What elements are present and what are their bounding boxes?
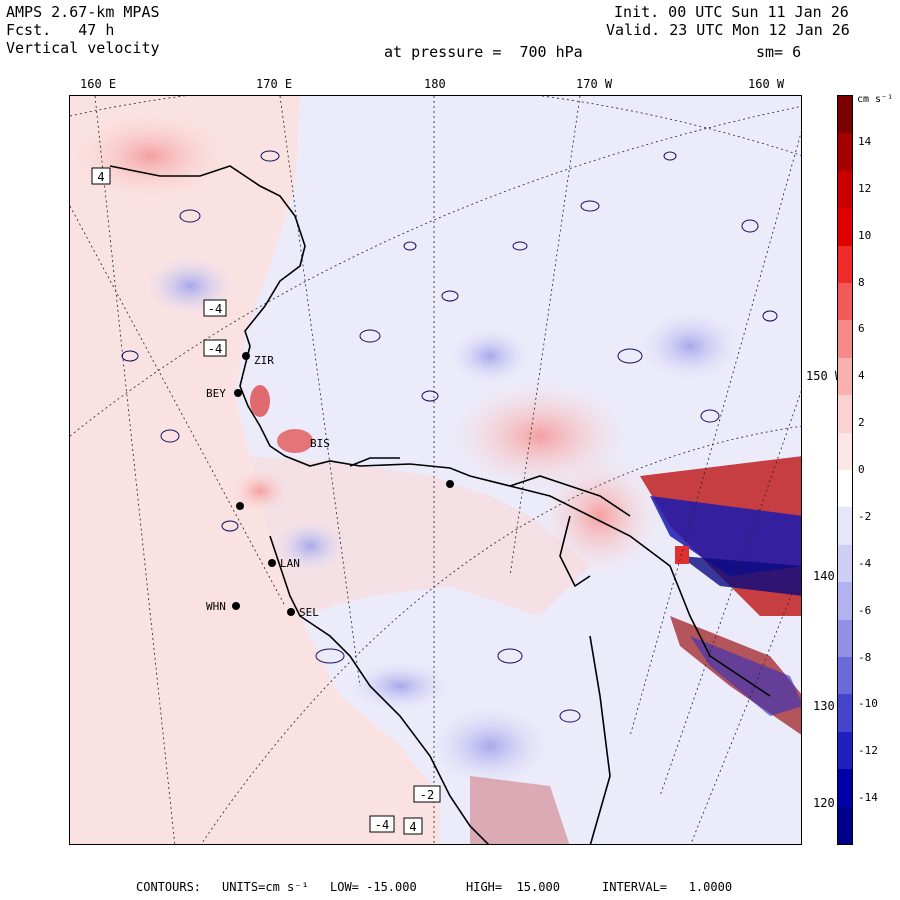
footer-high: HIGH= 15.000 [466, 880, 560, 894]
station-label-whn: WHN [206, 600, 226, 613]
colorbar-segment [838, 357, 852, 396]
colorbar-segment [838, 133, 852, 172]
colorbar-tick-label: 12 [858, 181, 872, 195]
colorbar-segment [838, 245, 852, 284]
colorbar-tick-label: -14 [858, 791, 878, 805]
graticule [70, 96, 801, 844]
colorbar-tick-label: -2 [858, 509, 872, 523]
footer-low: LOW= -15.000 [330, 880, 417, 894]
colorbar-segment [838, 170, 852, 209]
colorbar-segment [838, 544, 852, 583]
pressure-level: at pressure = 700 hPa [384, 43, 583, 61]
footer-interval: INTERVAL= 1.0000 [602, 880, 733, 894]
model-title: AMPS 2.67-km MPAS [6, 3, 160, 21]
station-marker [242, 352, 250, 360]
colorbar-tick-label: 6 [858, 322, 865, 336]
colorbar-tick-label: 10 [858, 228, 872, 242]
lon-label: 180 [424, 77, 446, 91]
init-time: Init. 00 UTC Sun 11 Jan 26 [614, 3, 849, 21]
coastline [109, 165, 771, 844]
box-labels: 4 -4 -4 -2 -4 4 [91, 167, 441, 835]
station-label-sel: SEL [299, 606, 319, 619]
box-label: 4 [409, 820, 416, 834]
colorbar-segment [838, 208, 852, 247]
box-label: -4 [208, 342, 222, 356]
colorbar-segment [838, 320, 852, 359]
field-name: Vertical velocity [6, 39, 160, 57]
box-label: -2 [420, 788, 434, 802]
station-marker [236, 502, 244, 510]
forecast-hour: Fcst. 47 h [6, 21, 115, 39]
station-marker [234, 389, 242, 397]
colorbar-tick-label: -10 [858, 697, 878, 711]
colorbar [837, 95, 853, 845]
colorbar-segment [838, 731, 852, 770]
footer-units: UNITS=cm s⁻¹ [222, 880, 309, 894]
station-label-zir: ZIR [254, 354, 274, 367]
colorbar-segment [838, 657, 852, 695]
colorbar-segment [838, 96, 852, 134]
station-label-bis: BIS [310, 437, 330, 450]
station-marker [287, 608, 295, 616]
lon-label: 170 E [256, 77, 293, 91]
colorbar-segment [838, 619, 852, 658]
box-label: 4 [97, 170, 104, 184]
colorbar-units: cm s⁻¹ [857, 94, 894, 105]
colorbar-tick-label: 8 [858, 275, 865, 289]
colorbar-segment [838, 432, 852, 471]
station-label-lan: LAN [280, 557, 300, 570]
station-label-bey: BEY [206, 387, 226, 400]
map-canvas: 4 -4 -4 -2 -4 4 [70, 96, 801, 844]
smoothing: sm= 6 [756, 43, 802, 61]
colorbar-tick-label: -4 [858, 556, 872, 570]
colorbar-tick-label: 14 [858, 134, 872, 148]
colorbar-tick-label: 2 [858, 416, 865, 430]
colorbar-tick-label: -6 [858, 603, 872, 617]
colorbar-segment [838, 395, 852, 434]
colorbar-tick-label: 0 [858, 463, 865, 476]
colorbar-segment [838, 694, 852, 733]
station-marker [268, 559, 276, 567]
colorbar-segment [838, 806, 852, 845]
max-cell [675, 546, 689, 564]
colorbar-tick-label: -8 [858, 650, 872, 664]
lon-label: 160 E [80, 77, 117, 91]
colorbar-tick-label: 4 [858, 369, 865, 383]
station-marker [232, 602, 240, 610]
strong-signal-region [470, 456, 801, 844]
vertical-velocity-map: 4 -4 -4 -2 -4 4 [69, 95, 802, 845]
colorbar-tick-label: -12 [858, 744, 878, 758]
lon-label: 170 W [576, 77, 613, 91]
box-label: -4 [375, 818, 389, 832]
colorbar-segment [838, 470, 852, 508]
colorbar-segment [838, 582, 852, 621]
station-marker [446, 480, 454, 488]
ice-shelf-shading [250, 456, 590, 616]
contour-scatter [121, 150, 778, 723]
lon-label: 160 W [748, 77, 785, 91]
colorbar-segment [838, 507, 852, 546]
footer-contours: CONTOURS: [136, 880, 202, 894]
colorbar-segment [838, 283, 852, 321]
valid-time: Valid. 23 UTC Mon 12 Jan 26 [606, 21, 850, 39]
box-label: -4 [208, 302, 222, 316]
colorbar-segment [838, 769, 852, 808]
